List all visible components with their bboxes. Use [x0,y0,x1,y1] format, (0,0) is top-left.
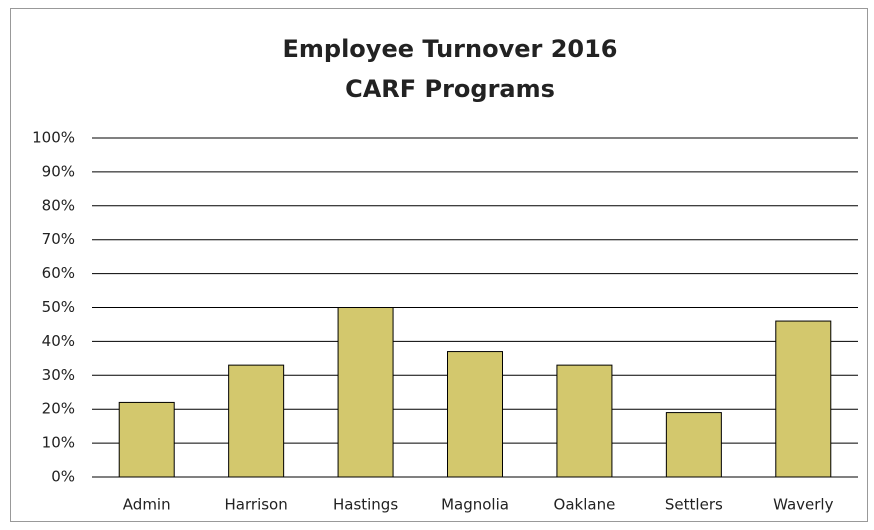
bar [775,320,832,478]
x-tick-label: Oaklane [554,496,616,514]
y-tick-label: 70% [42,230,75,248]
y-tick-label: 90% [42,162,75,180]
chart-subtitle: CARF Programs [345,75,555,103]
x-tick-label: Admin [123,496,171,514]
bar [447,351,503,478]
x-tick-label: Harrison [225,496,288,514]
y-tick-label: 30% [42,366,75,384]
x-tick-label: Waverly [773,496,834,514]
x-tick-label: Settlers [665,496,723,514]
bar [556,364,613,478]
y-tick-label: 40% [42,332,75,350]
x-tick-label: Magnolia [441,496,509,514]
bar [228,364,285,478]
bar [665,412,722,478]
y-tick-label: 50% [42,298,75,316]
y-tick-label: 20% [42,400,75,418]
chart-title: Employee Turnover 2016 [283,35,618,63]
y-tick-label: 0% [51,468,75,486]
bar [337,307,394,478]
bar [118,401,175,478]
y-tick-label: 80% [42,196,75,214]
y-tick-label: 100% [32,129,75,147]
y-tick-label: 60% [42,264,75,282]
x-tick-label: Hastings [333,496,398,514]
y-tick-label: 10% [42,434,75,452]
